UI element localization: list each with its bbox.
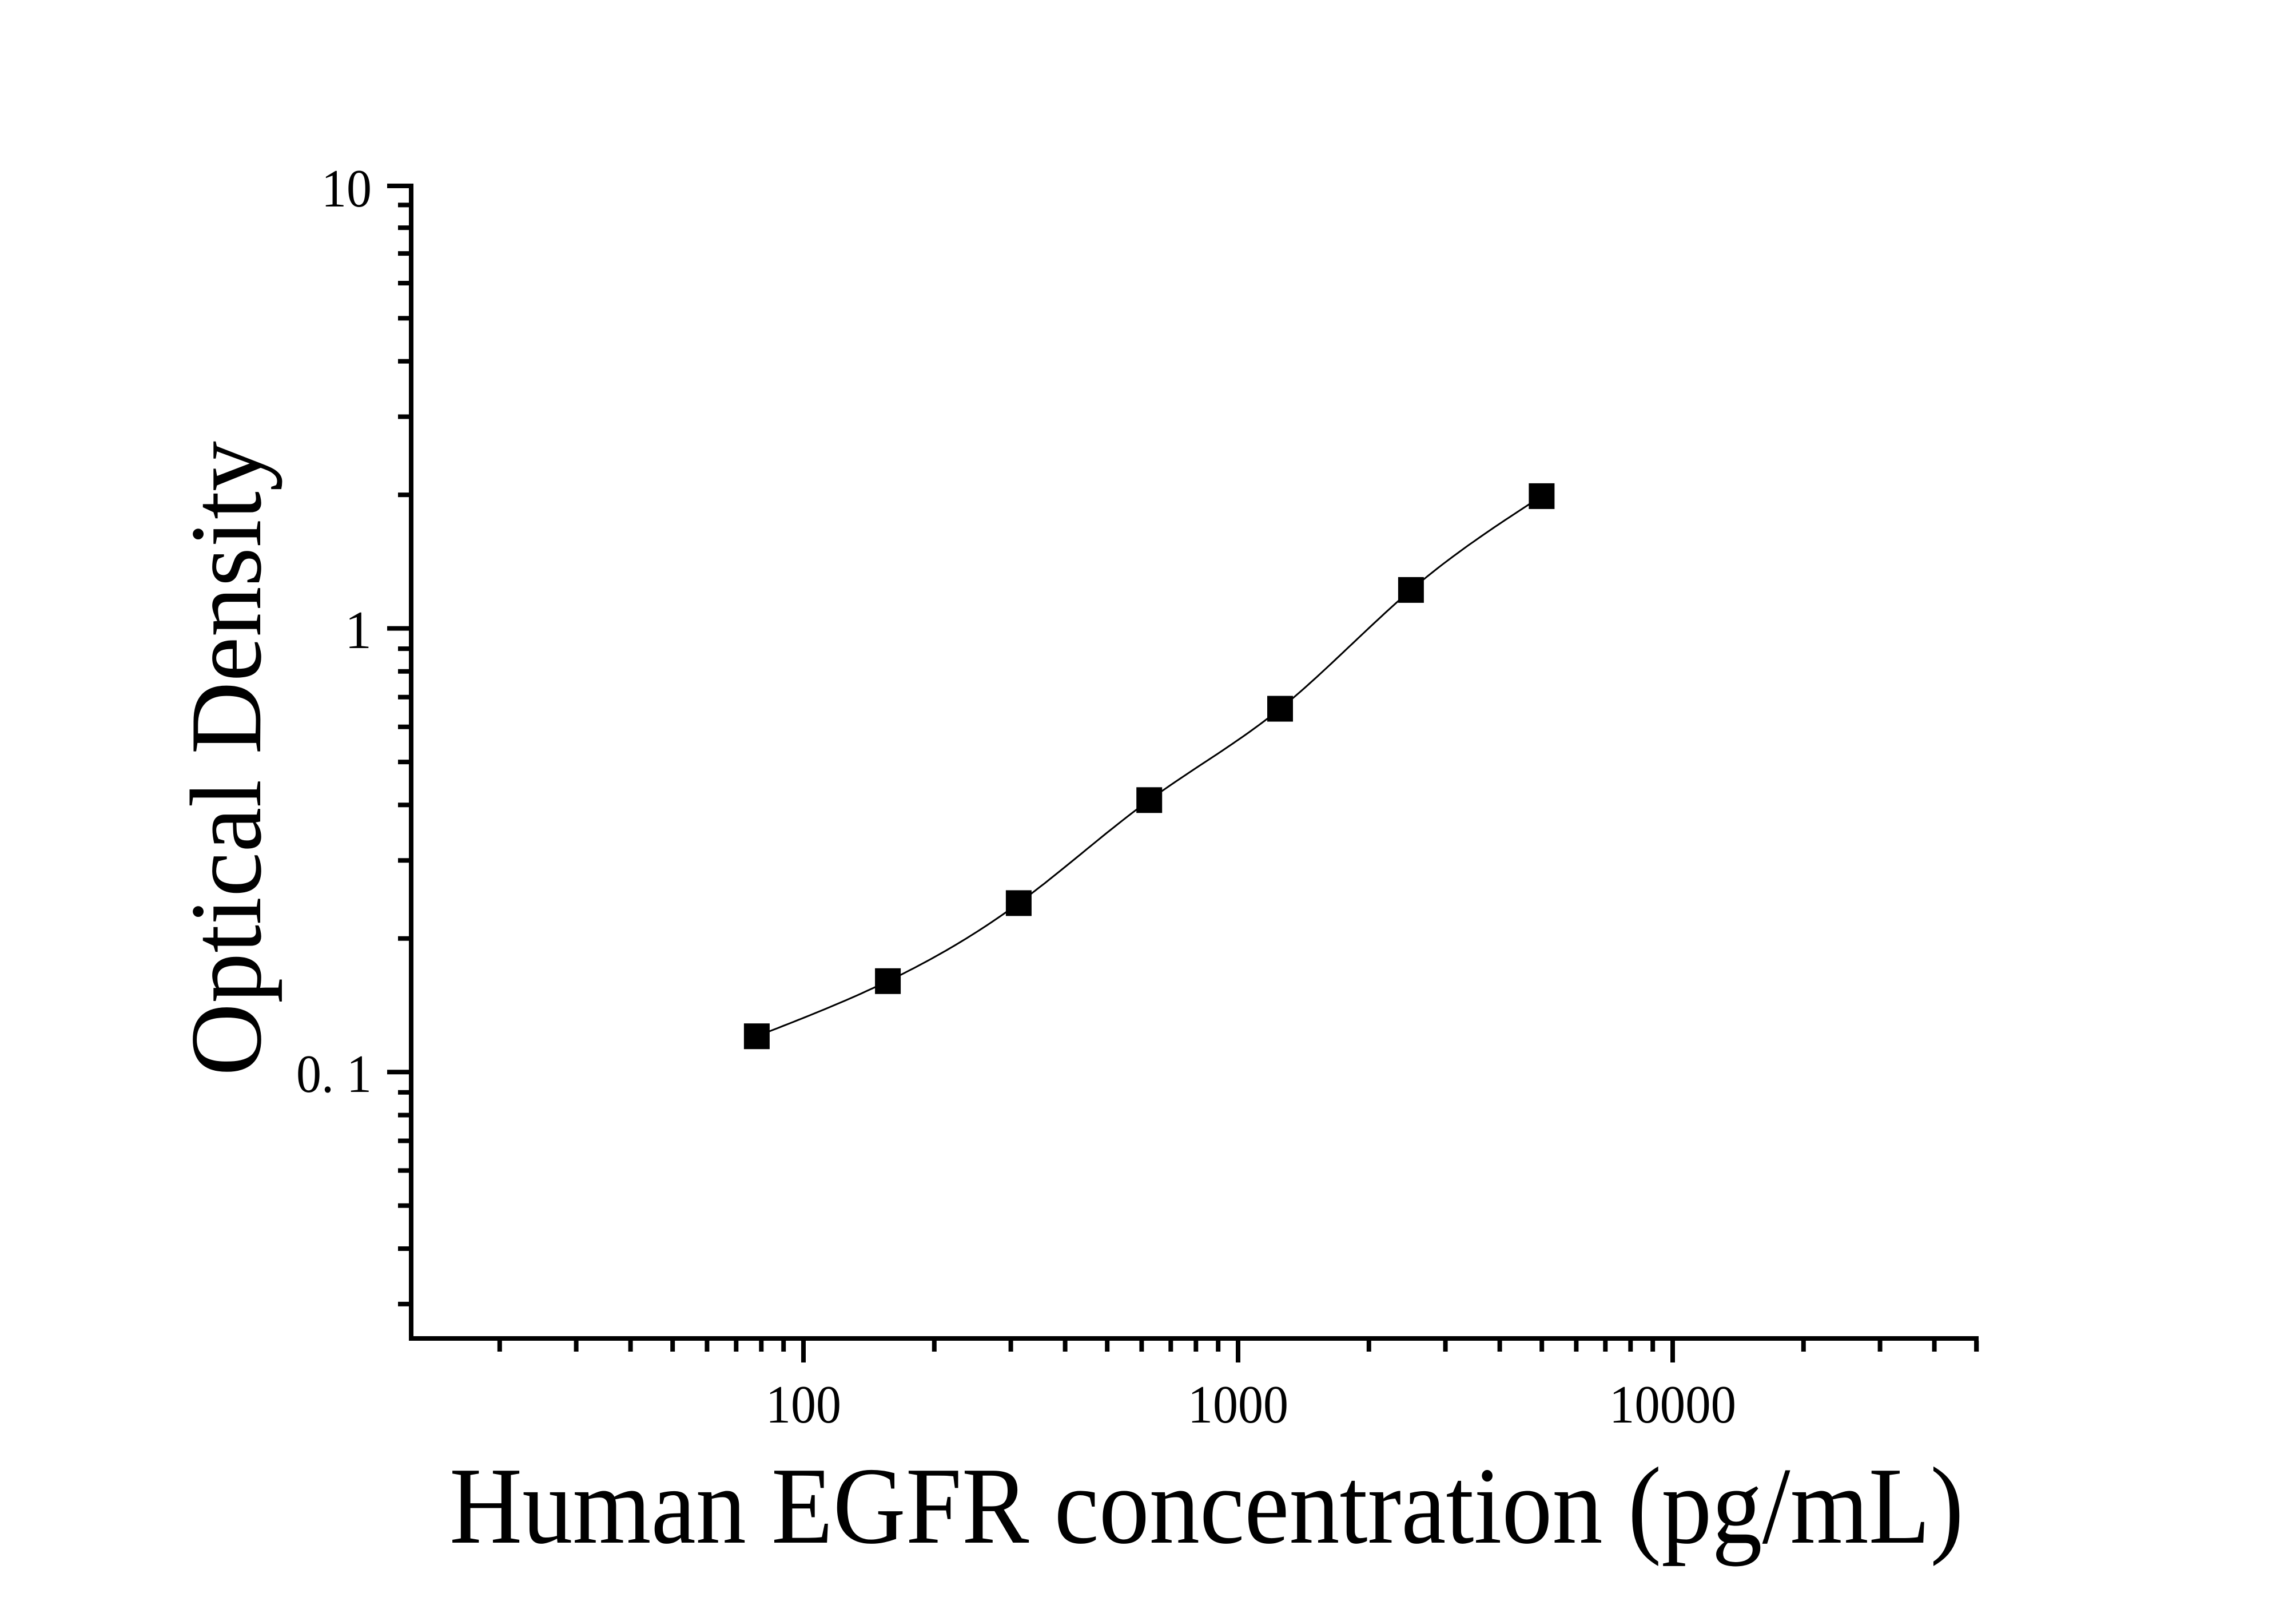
svg-text:10000: 10000 xyxy=(1609,1375,1736,1435)
svg-text:Optical Density: Optical Density xyxy=(169,441,282,1076)
svg-text:Human EGFR concentration (pg/m: Human EGFR concentration (pg/mL) xyxy=(449,1445,1964,1567)
svg-text:1000: 1000 xyxy=(1188,1375,1288,1435)
svg-text:10: 10 xyxy=(321,159,372,218)
svg-text:100: 100 xyxy=(766,1375,841,1435)
svg-text:1: 1 xyxy=(345,601,372,660)
svg-text:0. 1: 0. 1 xyxy=(296,1044,372,1104)
